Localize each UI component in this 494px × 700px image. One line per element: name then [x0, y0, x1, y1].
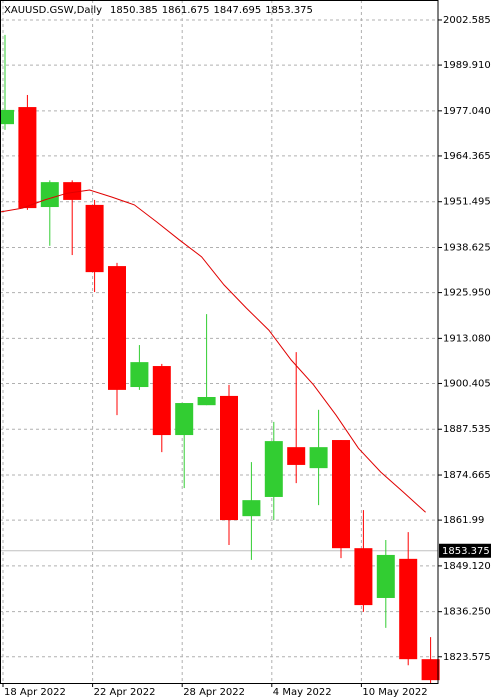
candle-body — [264, 441, 283, 497]
y-tick-label: 1887.535 — [443, 424, 491, 435]
candle-body — [0, 109, 14, 125]
moving-average — [0, 189, 426, 513]
y-tick-label: 1900.405 — [443, 378, 491, 389]
marks — [0, 34, 440, 683]
candle-body — [18, 107, 37, 209]
chart-title: XAUUSD.GSW,Daily — [4, 5, 102, 16]
header-value: 1853.375 — [265, 5, 313, 16]
y-tick-label: 1938.625 — [443, 242, 491, 253]
candle-body — [85, 204, 104, 273]
candle-body — [421, 659, 440, 681]
x-tick-label: 22 Apr 2022 — [94, 687, 156, 698]
price-tag-label: 1853.375 — [442, 546, 490, 557]
candle-body — [197, 396, 216, 406]
candle-body — [152, 366, 171, 436]
x-tick-label: 4 May 2022 — [273, 687, 332, 698]
candle-body — [40, 182, 59, 208]
x-tick-label: 10 May 2022 — [362, 687, 427, 698]
candle-body — [287, 447, 306, 465]
y-tick-label: 1823.575 — [443, 652, 491, 663]
y-tick-label: 2002.585 — [443, 15, 491, 26]
candle-body — [309, 447, 328, 469]
candle-body — [130, 362, 149, 388]
candle-body — [220, 395, 238, 521]
candle-body — [108, 266, 126, 390]
y-tick-label: 1964.365 — [443, 151, 491, 162]
y-tick-label: 1836.250 — [443, 607, 491, 618]
candle-body — [399, 558, 418, 660]
candle-body — [332, 440, 350, 549]
candle-body — [376, 554, 395, 598]
y-tick-label: 1874.665 — [443, 470, 491, 481]
header-value: 1861.675 — [162, 5, 210, 16]
y-tick-label: 1989.910 — [443, 60, 491, 71]
candle-body — [175, 403, 194, 436]
candle-body — [354, 548, 373, 606]
y-tick-label: 1913.080 — [443, 333, 491, 344]
header-value: 1850.385 — [110, 5, 158, 16]
x-tick-label: 18 Apr 2022 — [4, 687, 66, 698]
candle-body — [242, 500, 261, 517]
header-value: 1847.695 — [213, 5, 261, 16]
y-tick-label: 1861.99 — [443, 515, 484, 526]
y-tick-label: 1977.040 — [443, 106, 491, 117]
price-tag — [439, 543, 491, 558]
candle-body — [63, 182, 82, 200]
plot-frame — [0, 0, 439, 684]
y-tick-label: 1849.120 — [443, 561, 491, 572]
x-tick-label: 28 Apr 2022 — [183, 687, 245, 698]
y-tick-label: 1925.950 — [443, 288, 491, 299]
grid — [0, 0, 438, 683]
y-tick-label: 1951.495 — [443, 197, 491, 208]
